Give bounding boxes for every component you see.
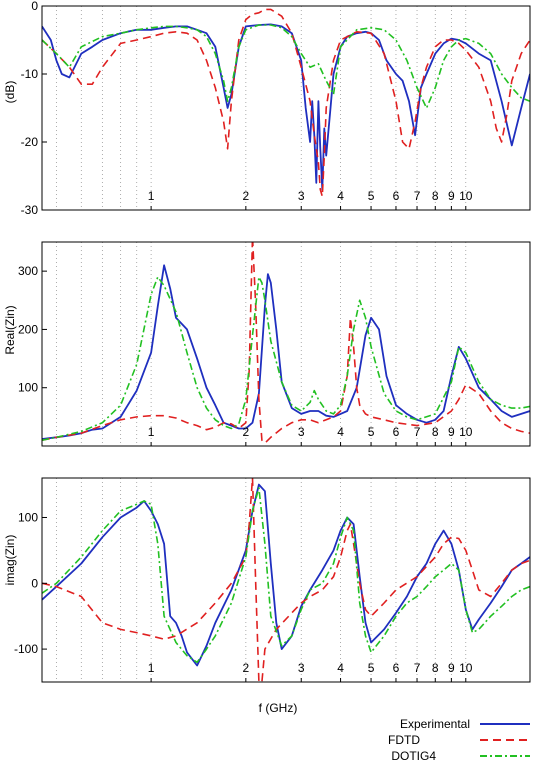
y-tick-label: 300 <box>18 264 38 278</box>
y-tick-label: 100 <box>18 510 38 524</box>
series-line-fdtd <box>42 242 530 444</box>
legend-label-fdtd: FDTD <box>388 733 420 747</box>
x-tick-label: 7 <box>414 425 421 439</box>
series-line-fdtd <box>42 478 530 682</box>
x-tick-label: 4 <box>337 425 344 439</box>
plot-frame <box>41 241 531 447</box>
x-tick-label: 7 <box>414 189 421 203</box>
x-tick-label: 6 <box>393 425 400 439</box>
x-tick-label: 5 <box>368 661 375 675</box>
y-tick-label: 100 <box>18 381 38 395</box>
plot-frame <box>41 477 531 683</box>
x-tick-label: 7 <box>414 661 421 675</box>
plot-frame <box>41 5 531 211</box>
series-line-experimental <box>42 264 530 440</box>
panel-imag-zin: 100 0 -100 1 2 3 4 5 6 7 8 9 10 imag(Zin) f (GHz) <box>3 477 531 715</box>
y-axis-label: (dB) <box>3 81 17 104</box>
series-line-experimental <box>42 23 530 191</box>
x-tick-label: 2 <box>242 661 249 675</box>
y-tick-label: -10 <box>21 67 39 81</box>
y-tick-label: -20 <box>21 135 39 149</box>
x-tick-label: 10 <box>459 661 473 675</box>
series-line-fdtd <box>42 8 530 198</box>
panel-return-loss: 0 -10 -20 -30 1 2 3 4 5 6 7 8 9 10 (dB) <box>3 0 531 217</box>
x-tick-label: 6 <box>393 189 400 203</box>
legend-label-dotig4: DOTIG4 <box>391 749 436 762</box>
series-line-dotig4 <box>42 276 530 441</box>
panel-real-zin: 100 200 300 1 2 3 4 5 6 7 8 9 10 Real(Zin) <box>3 241 531 447</box>
x-tick-label: 9 <box>448 425 455 439</box>
series-line-dotig4 <box>42 487 530 664</box>
y-tick-label: -100 <box>14 642 38 656</box>
x-tick-label: 2 <box>242 189 249 203</box>
x-tick-label: 3 <box>298 189 305 203</box>
x-tick-label: 1 <box>148 189 155 203</box>
x-tick-label: 9 <box>448 661 455 675</box>
series-line-experimental <box>42 483 530 667</box>
x-tick-label: 1 <box>148 661 155 675</box>
x-tick-label: 2 <box>242 425 249 439</box>
x-tick-label: 4 <box>337 189 344 203</box>
x-axis-label: f (GHz) <box>259 701 298 715</box>
x-tick-label: 10 <box>459 425 473 439</box>
x-tick-label: 8 <box>432 189 439 203</box>
x-tick-label: 10 <box>459 189 473 203</box>
y-axis-label: imag(Zin) <box>3 535 17 586</box>
y-axis-label: Real(Zin) <box>3 305 17 354</box>
x-tick-label: 8 <box>432 425 439 439</box>
y-tick-label: 0 <box>31 0 38 13</box>
x-tick-label: 6 <box>393 661 400 675</box>
x-tick-label: 4 <box>337 661 344 675</box>
x-tick-label: 8 <box>432 661 439 675</box>
legend: Experimental FDTD DOTIG4 <box>388 717 530 762</box>
y-tick-label: -30 <box>21 203 39 217</box>
x-tick-label: 9 <box>448 189 455 203</box>
x-tick-label: 5 <box>368 189 375 203</box>
y-tick-label: 0 <box>31 576 38 590</box>
x-tick-label: 5 <box>368 425 375 439</box>
y-tick-label: 200 <box>18 322 38 336</box>
x-tick-label: 3 <box>298 425 305 439</box>
x-tick-label: 3 <box>298 661 305 675</box>
legend-label-experimental: Experimental <box>400 717 470 731</box>
x-tick-label: 1 <box>148 425 155 439</box>
series-line-dotig4 <box>42 24 530 109</box>
